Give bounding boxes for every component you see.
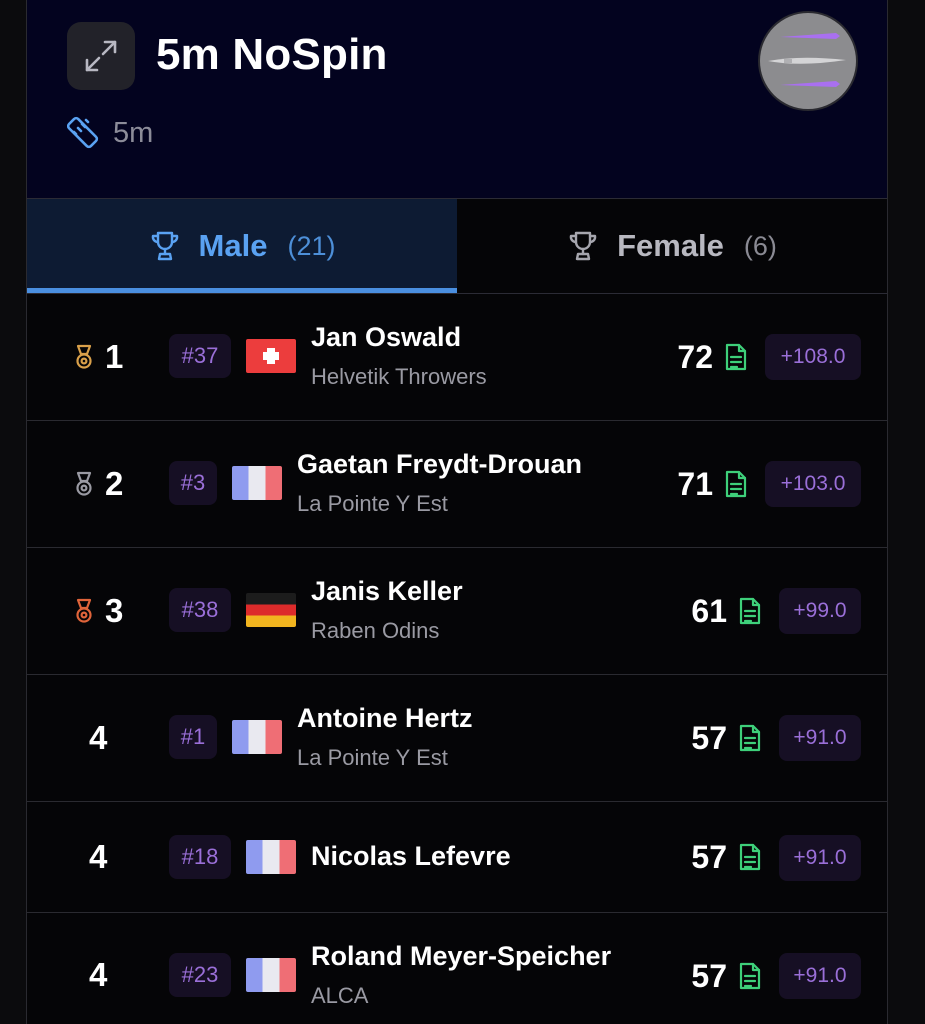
points-badge: +91.0 — [779, 835, 861, 881]
points-badge: +108.0 — [765, 334, 861, 380]
event-title: 5m NoSpin — [156, 30, 388, 79]
scorecard-icon[interactable] — [738, 597, 762, 625]
flag-germany-icon — [246, 593, 296, 627]
rank-cell: 4 — [89, 802, 107, 912]
bib-badge: #3 — [169, 461, 217, 505]
rank-cell: 4 — [89, 913, 107, 1024]
bib-badge: #37 — [169, 334, 231, 378]
club-name: ALCA — [311, 983, 369, 1008]
trophy-icon — [151, 231, 178, 261]
distance-info: 5m — [67, 116, 153, 150]
score-value: 57 — [691, 958, 727, 994]
bib-badge: #18 — [169, 835, 231, 879]
scorecard-icon[interactable] — [724, 343, 748, 371]
tab-female[interactable]: Female (6) — [457, 199, 887, 293]
athlete-name[interactable]: Jan Oswald — [311, 322, 462, 352]
trophy-icon — [569, 231, 597, 261]
club-name: La Pointe Y Est — [297, 745, 448, 770]
club-name: Raben Odins — [311, 618, 440, 643]
score-value: 57 — [691, 839, 727, 875]
event-avatar[interactable] — [760, 13, 856, 109]
rank-number: 3 — [105, 592, 124, 629]
club-name: La Pointe Y Est — [297, 491, 448, 516]
scorecard-icon[interactable] — [738, 843, 762, 871]
points-badge: +103.0 — [765, 461, 861, 507]
flag-france-icon — [232, 720, 282, 754]
medal-silver-icon — [76, 471, 92, 496]
scorecard-icon[interactable] — [738, 724, 762, 752]
table-row[interactable]: 3 #38 Janis Keller Raben Odins 61 +99.0 — [27, 548, 887, 675]
table-row[interactable]: 2 #3 Gaetan Freydt-Drouan La Pointe Y Es… — [27, 421, 887, 548]
bib-badge: #23 — [169, 953, 231, 997]
medal-gold-icon — [76, 344, 92, 369]
rank-number: 2 — [105, 465, 124, 502]
tab-female-label: Female — [617, 228, 724, 263]
gender-tabs: Male (21) Female (6) — [27, 199, 887, 294]
athlete-name[interactable]: Gaetan Freydt-Drouan — [297, 449, 583, 479]
tab-female-count: (6) — [743, 230, 777, 261]
ruler-icon — [67, 116, 99, 149]
score-value: 57 — [691, 720, 727, 756]
rank-cell: 2 — [73, 421, 123, 547]
athlete-name[interactable]: Antoine Hertz — [297, 703, 473, 733]
darts-icon — [768, 33, 846, 87]
tab-male-count: (21) — [287, 230, 336, 261]
bib-badge: #38 — [169, 588, 231, 632]
rank-number: 4 — [89, 838, 108, 875]
distance-text: 5m — [113, 116, 154, 149]
flag-switzerland-icon — [246, 339, 296, 373]
club-name: Helvetik Throwers — [311, 364, 487, 389]
rank-number: 4 — [89, 956, 108, 993]
medal-bronze-icon — [76, 598, 92, 623]
event-header: 5m NoSpin 5m — [27, 0, 887, 199]
athlete-name[interactable]: Roland Meyer-Speicher — [311, 941, 612, 971]
table-row[interactable]: 4 #23 Roland Meyer-Speicher ALCA 57 +91.… — [27, 913, 887, 1024]
flag-france-icon — [246, 958, 296, 992]
scorecard-icon[interactable] — [738, 962, 762, 990]
tab-male[interactable]: Male (21) — [27, 199, 457, 293]
flag-france-icon — [246, 840, 296, 874]
results-list: 1 #37 Jan Oswald Helvetik Throwers 72 +1… — [27, 294, 887, 1024]
rank-number: 1 — [105, 338, 124, 375]
rank-number: 4 — [89, 719, 108, 756]
points-badge: +91.0 — [779, 953, 861, 999]
tab-male-label: Male — [198, 228, 268, 263]
score-value: 61 — [691, 593, 727, 629]
rank-cell: 3 — [73, 548, 123, 674]
rank-cell: 4 — [89, 675, 107, 801]
rank-cell: 1 — [73, 294, 123, 420]
leaderboard-panel: 5m NoSpin 5m Male (21) — [26, 0, 888, 1024]
score-value: 71 — [677, 466, 713, 502]
athlete-name[interactable]: Nicolas Lefevre — [311, 841, 511, 871]
table-row[interactable]: 4 #18 Nicolas Lefevre 57 +91.0 — [27, 802, 887, 913]
points-badge: +99.0 — [779, 588, 861, 634]
points-badge: +91.0 — [779, 715, 861, 761]
expand-button[interactable] — [67, 22, 135, 90]
table-row[interactable]: 4 #1 Antoine Hertz La Pointe Y Est 57 +9… — [27, 675, 887, 802]
expand-icon — [85, 40, 117, 72]
flag-france-icon — [232, 466, 282, 500]
score-value: 72 — [677, 339, 713, 375]
table-row[interactable]: 1 #37 Jan Oswald Helvetik Throwers 72 +1… — [27, 294, 887, 421]
athlete-name[interactable]: Janis Keller — [311, 576, 463, 606]
scorecard-icon[interactable] — [724, 470, 748, 498]
bib-badge: #1 — [169, 715, 217, 759]
